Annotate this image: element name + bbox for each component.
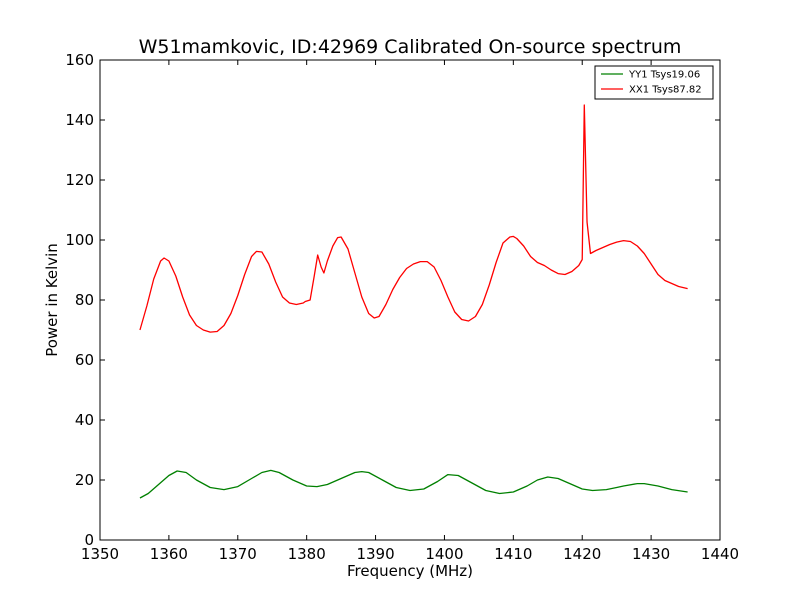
legend: YY1 Tsys19.06 XX1 Tsys87.82: [594, 65, 714, 100]
series-layer: [139, 104, 688, 499]
x-tick-label: 1420: [563, 545, 601, 563]
chart-title: W51mamkovic, ID:42969 Calibrated On-sour…: [139, 36, 682, 58]
x-tick-label: 1370: [219, 545, 257, 563]
legend-box: [594, 65, 714, 100]
y-tick-label: 0: [84, 531, 94, 549]
y-tick-label: 80: [75, 291, 94, 309]
x-tick-label: 1360: [150, 545, 188, 563]
y-tick-label: 60: [75, 351, 94, 369]
y-axis-label: Power in Kelvin: [43, 243, 61, 357]
x-tick-label: 1430: [632, 545, 670, 563]
x-tick-label: 1390: [356, 545, 394, 563]
x-tick-label: 1440: [701, 545, 739, 563]
y-tick-label: 160: [65, 51, 94, 69]
y-tick-label: 40: [75, 411, 94, 429]
series-line-xx1: [139, 104, 688, 333]
x-axis-label: Frequency (MHz): [347, 562, 473, 580]
x-tick-label: 1410: [494, 545, 532, 563]
x-tick-label: 1350: [81, 545, 119, 563]
legend-label-xx1: XX1 Tsys87.82: [629, 85, 702, 96]
legend-label-yy1: YY1 Tsys19.06: [628, 70, 700, 81]
y-tick-label: 140: [65, 111, 94, 129]
ticks-layer: 1350 1360 1370 1380 1390 1400 1410 1420 1430 1440…: [65, 51, 739, 563]
x-tick-label: 1400: [425, 545, 463, 563]
series-line-yy1: [139, 469, 688, 499]
y-tick-label: 120: [65, 171, 94, 189]
y-tick-label: 100: [65, 231, 94, 249]
y-tick-label: 20: [75, 471, 94, 489]
x-tick-label: 1380: [288, 545, 326, 563]
